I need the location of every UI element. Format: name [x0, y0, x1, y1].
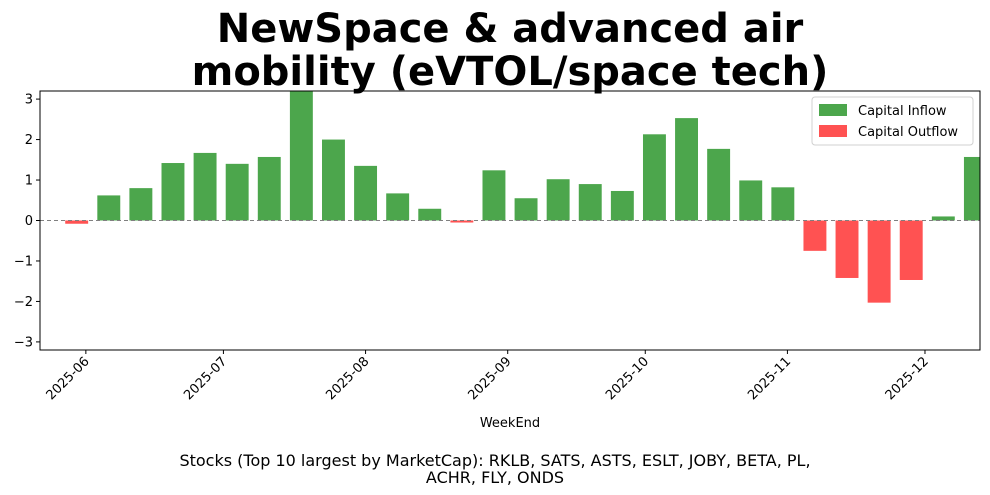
- x-tick-label: 2025-11: [745, 354, 794, 403]
- bar-2025-07-06: [225, 163, 249, 221]
- x-tick-label: 2025-06: [44, 354, 93, 403]
- plot-area: [39, 90, 981, 351]
- bar-2025-08-10: [386, 193, 410, 221]
- bar-2025-09-07: [514, 198, 538, 221]
- bar-2025-10-26: [739, 180, 763, 221]
- x-axis-label: WeekEnd: [480, 416, 540, 431]
- x-tick-label: 2025-09: [466, 354, 515, 403]
- bar-2025-09-14: [546, 179, 570, 221]
- x-tick-label: 2025-12: [883, 354, 932, 403]
- x-tick-label: 2025-10: [603, 354, 652, 403]
- bar-2025-08-03: [354, 165, 378, 221]
- bar-2025-11-16: [835, 220, 859, 278]
- legend-frame: [811, 96, 974, 146]
- legend-swatch-inflow: [819, 104, 847, 116]
- y-tick-label: −2: [14, 295, 33, 310]
- y-tick-label: 3: [25, 93, 33, 108]
- x-tick-label: 2025-08: [323, 354, 372, 403]
- bars: [65, 91, 980, 303]
- chart-title-line-1: NewSpace & advanced air: [217, 6, 804, 52]
- bar-2025-09-21: [578, 184, 602, 221]
- bar-2025-11-09: [803, 220, 827, 251]
- bar-2025-08-31: [482, 170, 506, 221]
- y-tick-label: 1: [25, 174, 33, 189]
- chart-title-line-2: mobility (eVTOL/space tech): [192, 49, 829, 95]
- bar-2025-08-24: [450, 220, 474, 223]
- bar-2025-06-29: [193, 152, 217, 221]
- bar-2025-11-30: [899, 220, 923, 280]
- bar-2025-10-12: [675, 118, 698, 221]
- bar-2025-06-01: [65, 220, 89, 224]
- y-tick-label: 2: [25, 133, 33, 148]
- bar-2025-11-23: [867, 220, 891, 303]
- bar-2025-09-28: [610, 190, 634, 221]
- bar-2025-10-19: [707, 148, 731, 221]
- legend-label-outflow: Capital Outflow: [858, 125, 958, 140]
- caption-line-2: ACHR, FLY, ONDS: [426, 468, 564, 487]
- legend: Capital Inflow Capital Outflow: [811, 96, 974, 146]
- legend-label-inflow: Capital Inflow: [858, 104, 947, 119]
- bar-2025-12-07: [931, 216, 955, 221]
- caption-line-1: Stocks (Top 10 largest by MarketCap): RK…: [179, 451, 810, 470]
- bar-2025-10-05: [642, 134, 666, 221]
- y-tick-label: 0: [25, 214, 33, 229]
- bar-2025-07-20: [289, 91, 313, 221]
- bar-2025-07-13: [257, 156, 281, 221]
- bar-2025-11-02: [771, 187, 795, 221]
- x-axis: 2025-06 2025-07 2025-08 2025-09 2025-10 2025-…: [44, 350, 932, 403]
- bar-2025-06-08: [97, 195, 121, 221]
- y-tick-label: −3: [14, 335, 33, 350]
- bar-2025-12-14: [963, 156, 980, 221]
- bar-2025-06-22: [161, 163, 185, 221]
- legend-swatch-outflow: [819, 125, 847, 137]
- y-axis: −3 −2 −1 0 1 2 3: [14, 93, 40, 350]
- bar-2025-08-17: [418, 208, 442, 221]
- y-tick-label: −1: [14, 254, 33, 269]
- bar-2025-07-27: [322, 139, 345, 221]
- x-tick-label: 2025-07: [181, 354, 230, 403]
- bar-2025-06-15: [129, 188, 153, 221]
